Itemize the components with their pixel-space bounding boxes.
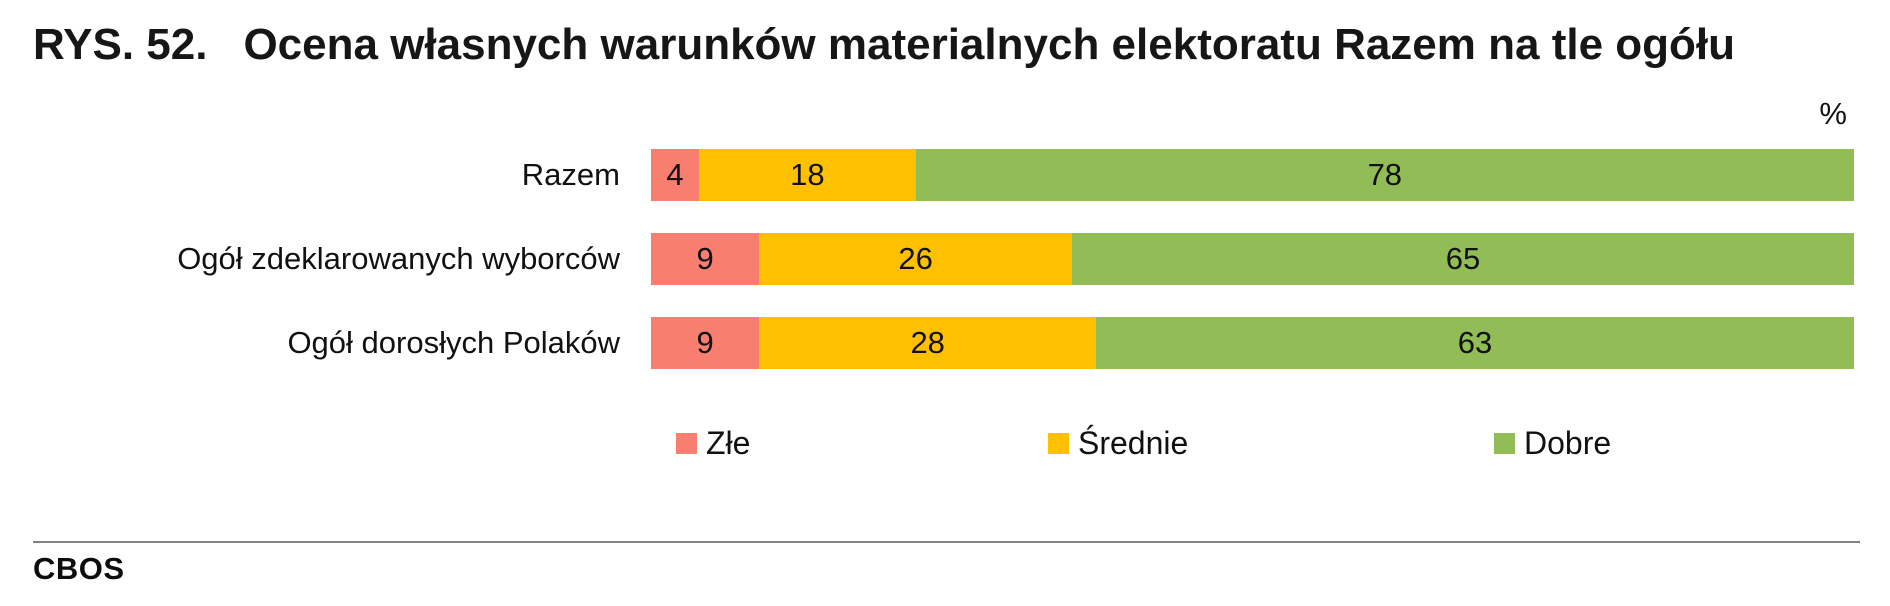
bar-value-label: 65: [1445, 241, 1481, 276]
bar-segment-srednie: 28: [759, 317, 1097, 369]
bar-segment-srednie: 26: [759, 233, 1073, 285]
bar-value-label: 4: [666, 157, 684, 192]
bar-row: Razem 4 18 78: [0, 149, 1890, 201]
bar-segment-srednie: 18: [699, 149, 916, 201]
legend-swatch-dobre-icon: [1494, 432, 1515, 454]
bar-value-label: 78: [1367, 157, 1403, 192]
legend-label-dobre: Dobre: [1524, 424, 1612, 461]
bar-value-label: 63: [1457, 325, 1493, 360]
legend-swatch-zle-icon: [676, 432, 697, 454]
stacked-bar: 9 28 63: [651, 317, 1854, 369]
cbos-logo: CBOS: [33, 551, 125, 586]
legend-label-zle: Złe: [706, 424, 751, 461]
bar-value-label: 28: [910, 325, 945, 360]
category-label: Ogół zdeklarowanych wyborców: [177, 241, 620, 276]
category-label: Ogół dorosłych Polaków: [287, 325, 620, 360]
plot-area: Razem 4 18 78 Ogół zdeklarowanych wyborców 9 2…: [0, 149, 1890, 421]
legend-item-srednie: Średnie: [1048, 425, 1188, 461]
percent-unit-label: %: [1819, 96, 1847, 131]
bar-row: Ogół dorosłych Polaków 9 28 63: [0, 317, 1890, 369]
chart-title: RYS. 52. Ocena własnych warunków materia…: [33, 20, 1735, 70]
legend: Złe Średnie Dobre: [0, 425, 1890, 461]
stacked-bar: 9 26 65: [651, 233, 1854, 285]
legend-label-srednie: Średnie: [1078, 424, 1189, 461]
footer-divider: [33, 541, 1860, 543]
figure-number: RYS. 52.: [33, 20, 208, 69]
bar-segment-zle: 9: [651, 317, 760, 369]
bar-value-label: 26: [898, 241, 933, 276]
bar-segment-zle: 4: [651, 149, 700, 201]
bar-value-label: 9: [696, 241, 714, 276]
legend-item-dobre: Dobre: [1494, 425, 1611, 461]
bar-value-label: 9: [696, 325, 714, 360]
bar-segment-dobre: 78: [915, 149, 1854, 201]
legend-swatch-srednie-icon: [1048, 432, 1069, 454]
chart-title-text: Ocena własnych warunków materialnych ele…: [243, 20, 1736, 69]
stacked-bar: 4 18 78: [651, 149, 1854, 201]
bar-segment-zle: 9: [651, 233, 760, 285]
category-label: Razem: [521, 157, 620, 192]
legend-item-zle: Złe: [676, 425, 750, 461]
bar-segment-dobre: 65: [1072, 233, 1854, 285]
bar-row: Ogół zdeklarowanych wyborców 9 26 65: [0, 233, 1890, 285]
bar-value-label: 18: [790, 157, 825, 192]
bar-segment-dobre: 63: [1096, 317, 1854, 369]
